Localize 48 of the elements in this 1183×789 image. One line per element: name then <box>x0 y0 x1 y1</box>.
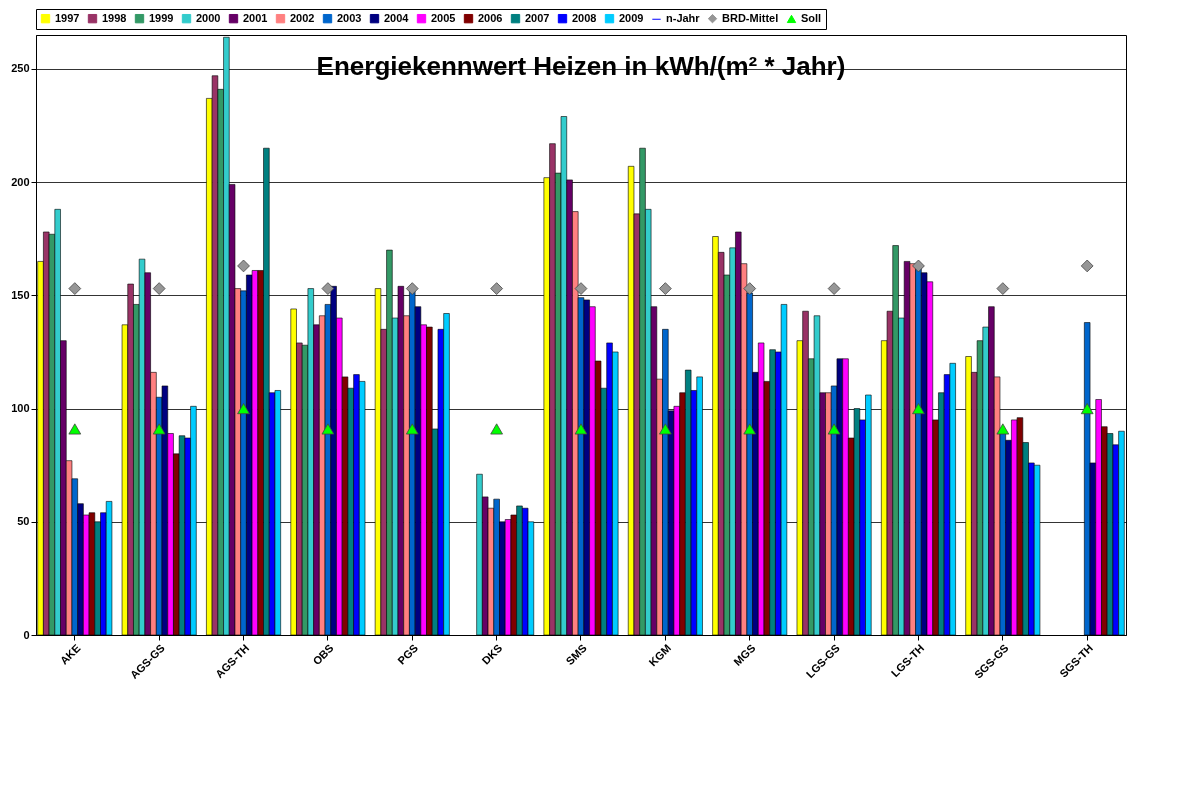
legend-label: 2006 <box>478 11 503 24</box>
legend-label: 2003 <box>337 11 362 24</box>
legend-label: 1998 <box>102 11 127 24</box>
legend-label: 2004 <box>384 11 410 24</box>
y-tick-label: 0 <box>23 628 30 641</box>
legend-label: 1999 <box>149 11 174 24</box>
point <box>152 423 166 435</box>
point <box>68 282 82 295</box>
point <box>237 403 250 415</box>
point <box>237 259 250 273</box>
point <box>1080 259 1094 273</box>
point <box>152 282 166 295</box>
y-tick-label: 100 <box>11 402 30 415</box>
legend-label: n-Jahr <box>666 12 701 25</box>
legend-label: 2001 <box>243 11 268 24</box>
legend-label: 2002 <box>290 11 315 24</box>
point <box>490 282 503 295</box>
legend-label: 2000 <box>196 11 221 24</box>
y-tick-label: 250 <box>11 62 30 75</box>
point <box>574 282 588 295</box>
point <box>659 282 672 295</box>
point <box>996 423 1010 435</box>
point <box>490 423 503 435</box>
legend-label: BRD-Mittel <box>722 11 779 24</box>
y-tick-label: 50 <box>17 515 30 528</box>
point <box>827 282 841 295</box>
point <box>321 423 335 435</box>
point <box>912 403 925 415</box>
point <box>574 423 588 435</box>
point <box>912 259 925 273</box>
point <box>1080 403 1094 415</box>
point <box>321 282 335 295</box>
legend-label: 2008 <box>572 11 597 24</box>
point <box>996 282 1010 295</box>
y-tick-label: 150 <box>11 288 30 301</box>
legend-label: 1997 <box>55 11 80 24</box>
legend-label: 2009 <box>619 11 644 24</box>
point <box>827 423 841 435</box>
point <box>68 423 82 435</box>
point <box>659 423 672 435</box>
point <box>743 423 757 435</box>
point <box>405 282 419 295</box>
legend-label: 2005 <box>431 11 456 24</box>
legend-label: Soll <box>801 11 822 24</box>
legend-label: 2007 <box>525 11 550 24</box>
point <box>405 423 419 435</box>
y-tick-label: 200 <box>11 175 30 188</box>
point <box>743 282 757 295</box>
